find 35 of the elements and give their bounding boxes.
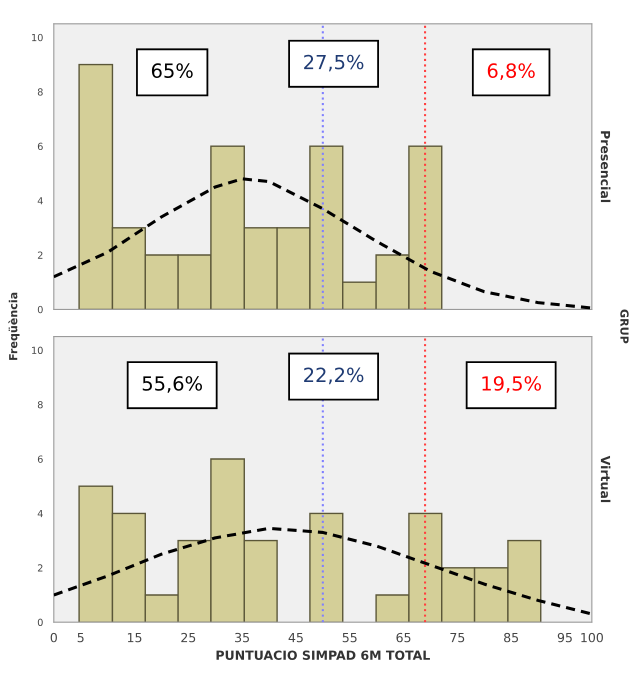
text: Presencial [600, 131, 610, 202]
y-tick-label: 4 [38, 197, 43, 204]
y-tick-label: 6 [38, 455, 43, 463]
x-tick-label: 15 [128, 633, 142, 642]
x-tick-label: 55 [342, 633, 357, 642]
x-tick-label: 0 [50, 632, 57, 642]
x-tick-label: 65 [396, 632, 410, 642]
x-tick-label: 35 [235, 632, 249, 642]
x-tick-label: 25 [181, 632, 196, 642]
x-tick-label: 45 [288, 633, 303, 642]
text: GRUP [620, 310, 629, 344]
y-tick-label: 8 [38, 88, 43, 96]
annotation: 27,5% [304, 54, 364, 72]
y-tick-label: 0 [38, 618, 43, 626]
x-tick-label: 95 [558, 632, 572, 642]
x-tick-label: 75 [450, 633, 464, 642]
x-tick-label: 100 [581, 632, 603, 642]
annotation: 22,2% [304, 368, 364, 384]
text: Virtual [600, 456, 610, 502]
annotation: 65% [152, 63, 193, 78]
x-axis-title: PUNTUACIO SIMPAD 6M TOTAL [216, 650, 430, 660]
y-tick-label: 6 [38, 142, 43, 150]
y-tick-label: 2 [38, 251, 42, 259]
y-tick-label: 10 [32, 346, 43, 354]
y-tick-label: 0 [38, 306, 43, 314]
annotation: 6,8% [488, 63, 535, 80]
y-tick-label: 2 [38, 564, 42, 572]
y-tick-label: 4 [38, 510, 43, 518]
y-tick-label: 8 [38, 401, 43, 408]
y-tick-label: 10 [32, 34, 43, 42]
annotation: 55,6% [142, 376, 202, 393]
x-tick-label: 85 [504, 632, 518, 642]
x-tick-label: 5 [78, 633, 84, 642]
y-axis-title: Freqüència [8, 292, 20, 360]
annotation: 19,5% [482, 376, 541, 393]
